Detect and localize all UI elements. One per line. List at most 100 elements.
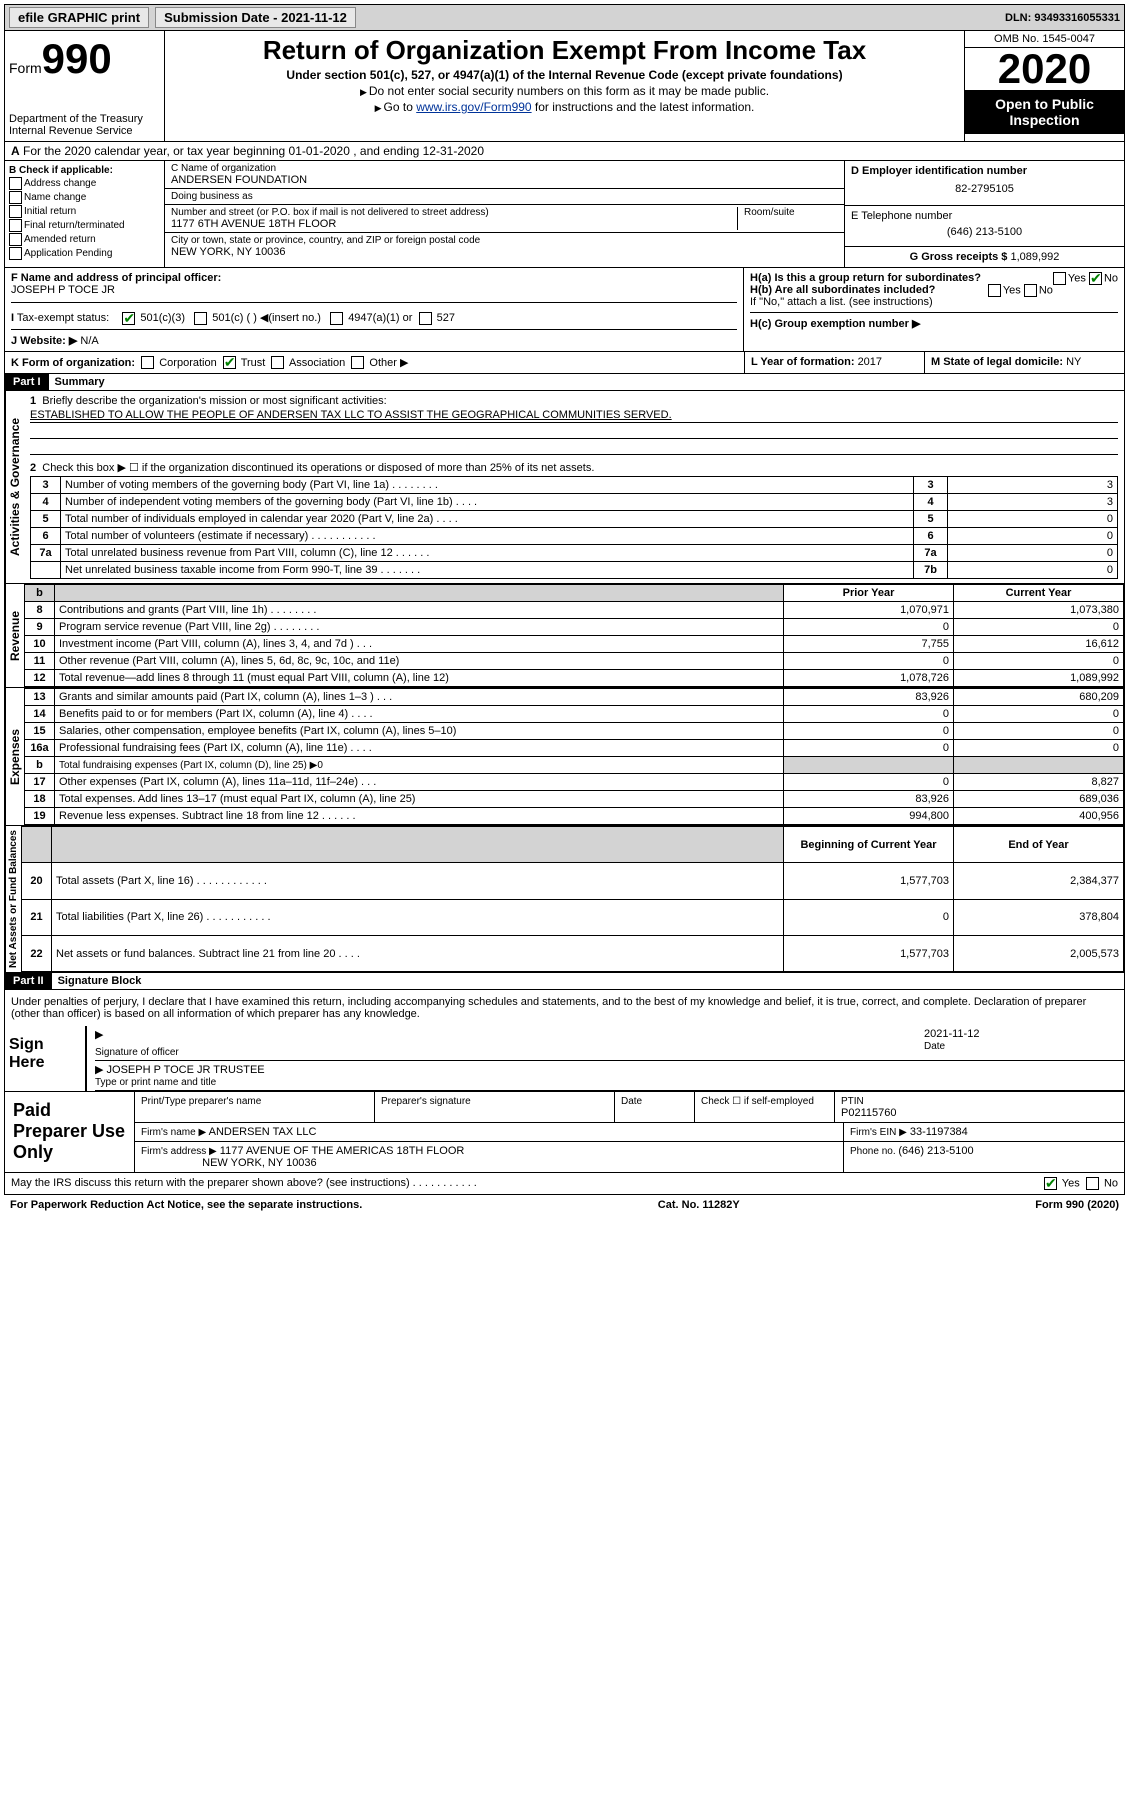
ssn-note: Do not enter social security numbers on … bbox=[173, 84, 956, 98]
part2-title: Signature Block bbox=[52, 973, 148, 989]
hb-yes: Yes bbox=[1003, 284, 1021, 296]
chk-initial-return[interactable]: Initial return bbox=[9, 205, 160, 218]
paid-preparer-label: Paid Preparer Use Only bbox=[5, 1092, 135, 1172]
lbl-501c3: 501(c)(3) bbox=[140, 312, 185, 324]
header-middle: Return of Organization Exempt From Incom… bbox=[165, 31, 964, 141]
chk-527[interactable] bbox=[419, 312, 432, 325]
hb-label: H(b) Are all subordinates included? bbox=[750, 284, 935, 296]
firm-addr2: NEW YORK, NY 10036 bbox=[202, 1157, 317, 1169]
dln-label: DLN: 93493316055331 bbox=[1005, 12, 1120, 24]
org-name-label: C Name of organization bbox=[171, 163, 838, 174]
firm-ein-value: 33-1197384 bbox=[910, 1126, 968, 1138]
chk-discuss-no[interactable] bbox=[1086, 1177, 1099, 1190]
part1-badge: Part I bbox=[5, 374, 49, 390]
signature-line: ▶Signature of officer 2021-11-12Date bbox=[95, 1026, 1124, 1061]
chk-final-return[interactable]: Final return/terminated bbox=[9, 219, 160, 232]
gov-row-text: Number of voting members of the governin… bbox=[61, 477, 914, 494]
mission-blank1 bbox=[30, 425, 1118, 439]
sig-officer-label: Signature of officer bbox=[95, 1047, 179, 1058]
table-row: 12Total revenue—add lines 8 through 11 (… bbox=[25, 670, 1124, 687]
submission-date-button[interactable]: Submission Date - 2021-11-12 bbox=[155, 7, 356, 28]
city-value: NEW YORK, NY 10036 bbox=[171, 246, 838, 258]
beginning-year-header: Beginning of Current Year bbox=[784, 827, 954, 863]
header-left: Form990 Department of the Treasury Inter… bbox=[5, 31, 165, 141]
chk-trust[interactable] bbox=[223, 356, 236, 369]
form-footer: Form 990 (2020) bbox=[1035, 1199, 1119, 1211]
firm-addr-label: Firm's address ▶ bbox=[141, 1146, 217, 1157]
telephone-value: (646) 213-5100 bbox=[851, 222, 1118, 242]
chk-ha-no[interactable] bbox=[1089, 272, 1102, 285]
table-row: 16aProfessional fundraising fees (Part I… bbox=[25, 740, 1124, 757]
chk-other[interactable] bbox=[351, 356, 364, 369]
chk-501c3[interactable] bbox=[122, 312, 135, 325]
chk-ha-yes[interactable] bbox=[1053, 272, 1066, 285]
q2-label: Check this box ▶ ☐ if the organization d… bbox=[42, 462, 594, 474]
ptin-value: P02115760 bbox=[841, 1107, 896, 1119]
column-c-org-info: C Name of organization ANDERSEN FOUNDATI… bbox=[165, 161, 844, 267]
telephone-cell: E Telephone number (646) 213-5100 bbox=[845, 206, 1124, 247]
org-name-cell: C Name of organization ANDERSEN FOUNDATI… bbox=[165, 161, 844, 189]
chk-corp[interactable] bbox=[141, 356, 154, 369]
ein-value: 82-2795105 bbox=[851, 177, 1118, 201]
chk-amended-return[interactable]: Amended return bbox=[9, 233, 160, 246]
chk-4947[interactable] bbox=[330, 312, 343, 325]
ptin-label: PTIN bbox=[841, 1096, 864, 1107]
address-label: Number and street (or P.O. box if mail i… bbox=[171, 207, 731, 218]
col-b-title: B Check if applicable: bbox=[9, 165, 160, 176]
table-header-row: bPrior YearCurrent Year bbox=[25, 585, 1124, 602]
goto-post: for instructions and the latest informat… bbox=[532, 100, 755, 114]
org-name-value: ANDERSEN FOUNDATION bbox=[171, 174, 838, 186]
ein-label: D Employer identification number bbox=[851, 165, 1118, 177]
table-row: 5Total number of individuals employed in… bbox=[31, 511, 1118, 528]
chk-assoc[interactable] bbox=[271, 356, 284, 369]
table-row: 6Total number of volunteers (estimate if… bbox=[31, 528, 1118, 545]
chk-hb-yes[interactable] bbox=[988, 284, 1001, 297]
gross-value: 1,089,992 bbox=[1010, 251, 1059, 263]
revenue-table: bPrior YearCurrent Year 8Contributions a… bbox=[24, 584, 1124, 687]
efile-print-button[interactable]: efile GRAPHIC print bbox=[9, 7, 149, 28]
hb-note: If "No," attach a list. (see instruction… bbox=[750, 296, 1118, 308]
chk-discuss-yes[interactable] bbox=[1044, 1177, 1057, 1190]
sign-here-block: Sign Here ▶Signature of officer 2021-11-… bbox=[4, 1026, 1125, 1092]
firm-phone-value: (646) 213-5100 bbox=[898, 1145, 973, 1157]
form-990-page: efile GRAPHIC print Submission Date - 20… bbox=[0, 0, 1129, 1219]
part1-title: Summary bbox=[49, 374, 111, 390]
q1-label: Briefly describe the organization's miss… bbox=[42, 395, 386, 407]
dba-label: Doing business as bbox=[171, 191, 838, 202]
chk-application-pending[interactable]: Application Pending bbox=[9, 247, 160, 260]
firm-phone-label: Phone no. bbox=[850, 1146, 898, 1157]
row-a-tax-year: A For the 2020 calendar year, or tax yea… bbox=[4, 142, 1125, 161]
website-label: J Website: ▶ bbox=[11, 335, 77, 347]
dept-irs: Internal Revenue Service bbox=[9, 125, 160, 137]
mission-text: ESTABLISHED TO ALLOW THE PEOPLE OF ANDER… bbox=[30, 409, 1118, 423]
section-net-assets: Net Assets or Fund Balances Beginning of… bbox=[4, 826, 1125, 973]
lbl-other: Other ▶ bbox=[369, 357, 408, 369]
gross-label: G Gross receipts $ bbox=[910, 251, 1011, 263]
section-bcd: B Check if applicable: Address change Na… bbox=[4, 161, 1125, 268]
chk-address-change[interactable]: Address change bbox=[9, 177, 160, 190]
ha-label: H(a) Is this a group return for subordin… bbox=[750, 272, 981, 284]
hb-no: No bbox=[1039, 284, 1053, 296]
irs-link[interactable]: www.irs.gov/Form990 bbox=[416, 100, 531, 114]
column-b-checkboxes: B Check if applicable: Address change Na… bbox=[5, 161, 165, 267]
lbl-501c: 501(c) ( ) ◀(insert no.) bbox=[212, 312, 321, 324]
cat-no: Cat. No. 11282Y bbox=[658, 1199, 740, 1211]
table-row: 9Program service revenue (Part VIII, lin… bbox=[25, 619, 1124, 636]
preparer-date-label: Date bbox=[621, 1096, 642, 1107]
preparer-row3: Firm's address ▶ 1177 AVENUE OF THE AMER… bbox=[135, 1142, 1124, 1172]
tax-exempt-label: Tax-exempt status: bbox=[17, 312, 109, 324]
self-employed-check: Check ☐ if self-employed bbox=[701, 1096, 814, 1107]
header-right: OMB No. 1545-0047 2020 Open to Public In… bbox=[964, 31, 1124, 141]
submission-date-value: 2021-11-12 bbox=[281, 10, 347, 25]
form-number: Form990 bbox=[9, 35, 160, 83]
discuss-yes: Yes bbox=[1062, 1178, 1080, 1190]
chk-hb-no[interactable] bbox=[1024, 284, 1037, 297]
chk-501c[interactable] bbox=[194, 312, 207, 325]
l-value: 2017 bbox=[858, 356, 882, 368]
side-net-assets: Net Assets or Fund Balances bbox=[5, 826, 21, 972]
sig-date-value: 2021-11-12 bbox=[924, 1028, 1124, 1040]
table-row: 10Investment income (Part VIII, column (… bbox=[25, 636, 1124, 653]
chk-name-change[interactable]: Name change bbox=[9, 191, 160, 204]
lbl-trust: Trust bbox=[241, 357, 266, 369]
penalty-statement: Under penalties of perjury, I declare th… bbox=[4, 990, 1125, 1026]
